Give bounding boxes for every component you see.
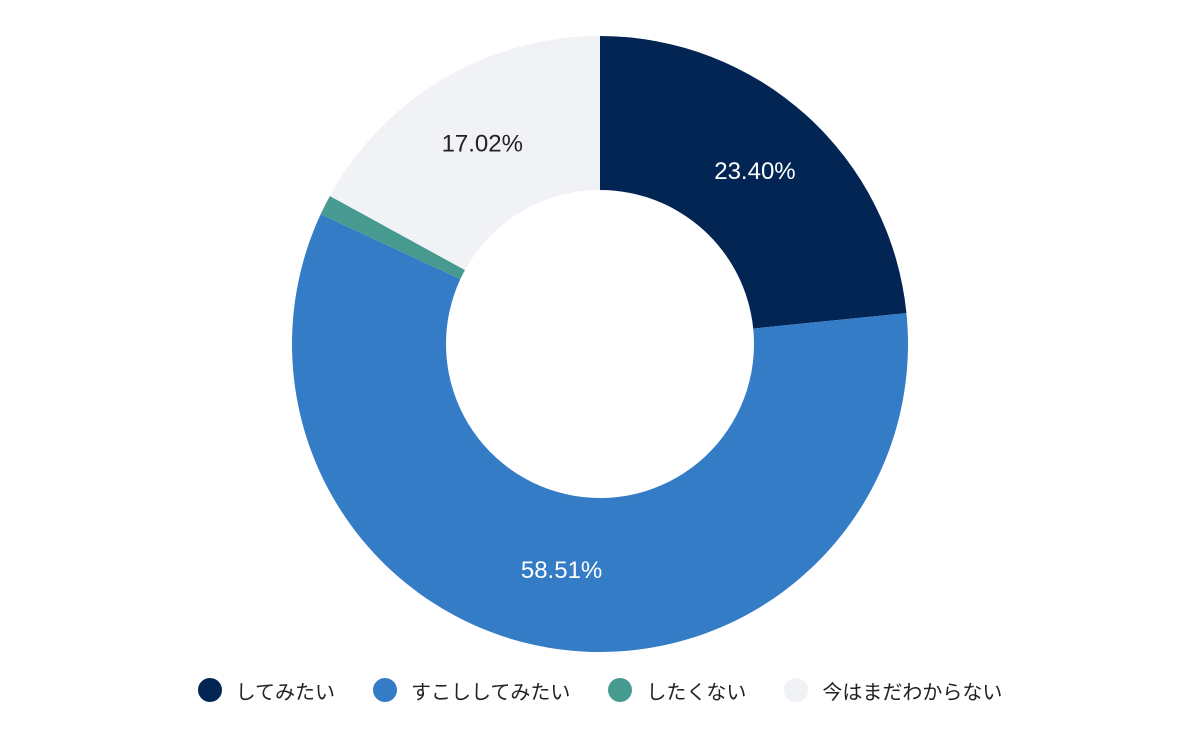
slice-value-label: 17.02% xyxy=(442,131,523,158)
legend-label: すこししてみたい xyxy=(411,679,571,704)
donut-slices xyxy=(292,36,908,653)
donut-slice xyxy=(329,36,600,270)
legend-item: したくない xyxy=(608,676,746,705)
slice-labels: 23.40% 58.51% 17.02% xyxy=(442,131,796,585)
donut-slice xyxy=(292,214,908,653)
legend-item: すこししてみたい xyxy=(373,676,570,705)
legend-label: したくない xyxy=(646,679,747,704)
legend-swatch xyxy=(197,678,222,702)
legend-label: してみたい xyxy=(235,679,335,704)
legend-item: してみたい xyxy=(197,676,335,705)
donut-slice xyxy=(320,195,465,280)
legend-item: 今はまだわからない xyxy=(784,676,1002,705)
legend-label: 今はまだわからない xyxy=(822,679,1003,704)
legend-swatch xyxy=(608,678,633,702)
chart-legend: してみたい すこししてみたい したくない 今はまだわからない xyxy=(0,670,1200,710)
legend-swatch xyxy=(373,678,397,702)
donut-slice xyxy=(600,36,907,329)
slice-value-label: 58.51% xyxy=(521,557,602,584)
slice-value-label: 23.40% xyxy=(714,158,795,185)
legend-swatch xyxy=(784,678,809,702)
